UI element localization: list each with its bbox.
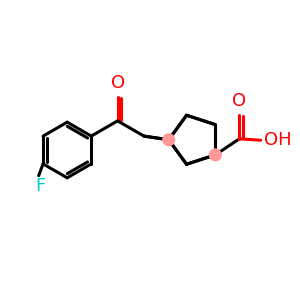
Text: F: F [35, 177, 45, 195]
Text: O: O [110, 74, 125, 92]
Text: OH: OH [264, 131, 291, 149]
Text: O: O [232, 92, 246, 110]
Circle shape [163, 134, 175, 146]
Circle shape [209, 149, 221, 161]
